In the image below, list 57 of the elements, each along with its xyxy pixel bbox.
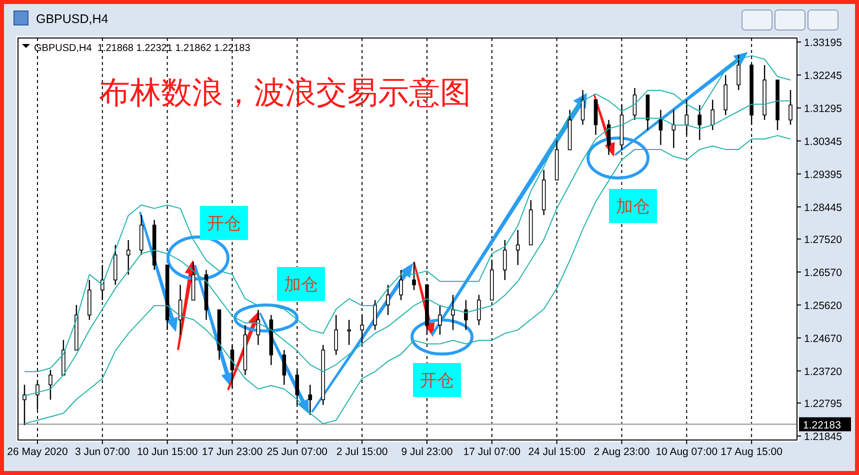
x-tick-label: 2 Jul 15:00 xyxy=(336,446,388,458)
x-tick-label: 9 Jul 23:00 xyxy=(401,446,453,458)
text: GBPUSD,H4 xyxy=(36,12,108,26)
candlestick xyxy=(347,319,351,346)
candlestick xyxy=(502,239,507,281)
annotation: GBPUSD,H4 1.21868 1.22321 1.21862 1.22183 xyxy=(34,43,251,54)
x-tick-label: 10 Jun 15:00 xyxy=(136,446,198,458)
y-tick-label: 1.25620 xyxy=(804,300,842,312)
candlestick xyxy=(477,294,481,326)
candlestick xyxy=(334,314,338,356)
candlestick xyxy=(48,369,52,400)
candlestick xyxy=(658,109,663,146)
y-tick-label: 1.28445 xyxy=(804,202,842,214)
x-tick-label: 2 Aug 23:00 xyxy=(594,446,650,458)
annotation: 加仓 xyxy=(616,197,650,216)
candlestick xyxy=(126,239,130,276)
annotation: 开仓 xyxy=(207,214,241,233)
y-tick-label: 1.24670 xyxy=(804,332,842,345)
candlestick xyxy=(698,104,702,141)
candlestick xyxy=(464,300,468,331)
ref-line-label: 1.22183 xyxy=(803,419,842,432)
candlestick xyxy=(386,284,390,316)
y-tick-label: 1.21845 xyxy=(804,431,842,444)
text: 布林数浪，波浪交易示意图 xyxy=(99,75,471,110)
y-tick-label: 1.32245 xyxy=(804,70,842,82)
x-tick-label: 26 May 2020 xyxy=(7,446,68,458)
x-tick-label: 24 Jul 15:00 xyxy=(528,446,586,458)
y-tick-label: 1.26570 xyxy=(804,266,842,279)
line-series xyxy=(24,135,792,424)
annotation: 加仓 xyxy=(284,275,318,294)
candlestick xyxy=(22,384,26,426)
candlestick xyxy=(736,54,740,91)
x-tick-label: 25 Jun 07:00 xyxy=(266,446,328,458)
x-tick-label: 17 Jun 23:00 xyxy=(202,446,263,458)
y-tick-label: 1.33195 xyxy=(804,36,842,49)
x-tick-label: 3 Jun 07:00 xyxy=(74,446,130,458)
y-tick-label: 1.23720 xyxy=(804,366,842,378)
candlestick xyxy=(451,294,455,331)
x-tick-label: 10 Aug 07:00 xyxy=(656,446,718,458)
candlestick xyxy=(788,89,792,126)
y-tick-label: 1.27520 xyxy=(804,234,842,246)
y-tick-label: 1.30345 xyxy=(804,136,842,148)
y-tick-label: 1.22795 xyxy=(804,398,842,410)
candlestick xyxy=(373,300,377,331)
candlestick xyxy=(412,261,416,291)
line-series xyxy=(24,55,792,372)
candlestick xyxy=(399,269,403,301)
x-tick-label: 17 Jul 07:00 xyxy=(463,446,521,458)
candlestick xyxy=(516,229,520,266)
candlestick xyxy=(308,384,312,416)
annotation: 开仓 xyxy=(420,371,454,390)
y-tick-label: 1.31295 xyxy=(804,102,842,115)
candlestick xyxy=(282,349,286,386)
x-tick-label: 17 Aug 15:00 xyxy=(720,446,783,458)
candlestick xyxy=(710,99,715,131)
candlestick xyxy=(438,304,442,336)
y-tick-label: 1.29395 xyxy=(804,168,842,181)
